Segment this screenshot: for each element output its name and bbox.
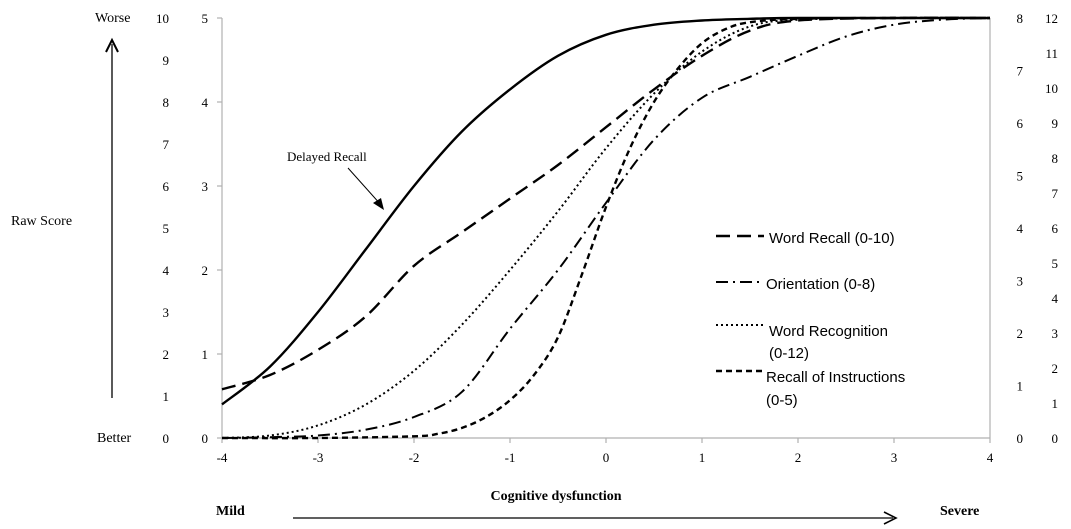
scale-tick-label: 4 xyxy=(163,263,170,278)
y-tick-label: 5 xyxy=(202,11,209,26)
scale-tick-label: 6 xyxy=(1052,221,1059,236)
x-tick-label: -3 xyxy=(313,450,324,465)
legend-label: Word Recognition xyxy=(769,323,888,340)
scale-tick-label: 8 xyxy=(1052,151,1059,166)
x-tick-label: 4 xyxy=(987,450,994,465)
y-tick-label: 1 xyxy=(202,347,209,362)
scale-tick-label: 2 xyxy=(1052,361,1059,376)
legend-label: (0-5) xyxy=(766,392,798,409)
series-line-word-recall xyxy=(221,16,991,391)
x-tick-label: -2 xyxy=(409,450,420,465)
better-label: Better xyxy=(97,431,132,446)
scale-tick-label: 5 xyxy=(1017,169,1024,184)
scale-tick-label: 9 xyxy=(1052,116,1059,131)
legend-label: Word Recall (0-10) xyxy=(769,230,895,247)
severe-label: Severe xyxy=(940,504,979,519)
scale-tick-label: 3 xyxy=(163,305,170,320)
scale-tick-label: 7 xyxy=(1017,64,1024,79)
y-tick-label: 0 xyxy=(202,431,209,446)
scale-tick-label: 7 xyxy=(163,137,170,152)
legend: Word Recall (0-10) Orientation (0-8) Word … xyxy=(716,230,905,409)
x-tick-label: -1 xyxy=(505,450,516,465)
legend-label: Recall of Instructions xyxy=(766,369,905,386)
scale-tick-label: 3 xyxy=(1017,274,1024,289)
scale-tick-label: 10 xyxy=(1045,81,1058,96)
scale-tick-label: 3 xyxy=(1052,326,1059,341)
delayed-recall-annotation: Delayed Recall xyxy=(287,149,367,164)
x-tick-label: 3 xyxy=(891,450,898,465)
scale-tick-label: 2 xyxy=(1017,326,1024,341)
scale-tick-label: 6 xyxy=(1017,116,1024,131)
x-tick-label: 0 xyxy=(603,450,610,465)
scale-tick-label: 9 xyxy=(163,53,170,68)
arrowhead-right-icon xyxy=(883,511,898,525)
y-tick-label: 3 xyxy=(202,179,209,194)
series-layer xyxy=(221,16,991,440)
legend-label: Orientation (0-8) xyxy=(766,276,875,293)
scale-tick-label: 6 xyxy=(163,179,170,194)
scale-tick-label: 8 xyxy=(163,95,170,110)
series-line-recall-of-instructions xyxy=(221,16,991,440)
x-tick-label: 1 xyxy=(699,450,706,465)
axes-layer xyxy=(105,17,991,525)
legend-label: (0-12) xyxy=(769,345,809,362)
x-tick-label: 2 xyxy=(795,450,802,465)
x-tick-label: -4 xyxy=(217,450,228,465)
worse-label: Worse xyxy=(95,11,130,26)
series-line-delayed-recall xyxy=(221,16,990,406)
scale-tick-label: 4 xyxy=(1017,221,1024,236)
scale-tick-label: 7 xyxy=(1052,186,1059,201)
series-line-orientation xyxy=(221,17,991,439)
scale-tick-label: 2 xyxy=(163,347,170,362)
scale-tick-label: 1 xyxy=(163,389,170,404)
scale-tick-label: 5 xyxy=(1052,256,1059,271)
scale-tick-label: 1 xyxy=(1017,379,1024,394)
raw-score-label: Raw Score xyxy=(11,214,72,229)
scale-tick-label: 10 xyxy=(156,11,169,26)
y-tick-label: 2 xyxy=(202,263,209,278)
scale-tick-label: 4 xyxy=(1052,291,1059,306)
scale-tick-label: 0 xyxy=(1052,431,1059,446)
mild-label: Mild xyxy=(216,504,245,519)
annotation-pointer xyxy=(347,167,383,207)
labels-layer: -4 -3 -2 -1 0 1 2 3 4012345012345678910012345678… xyxy=(11,11,1059,519)
scale-tick-label: 8 xyxy=(1017,11,1024,26)
scale-tick-label: 5 xyxy=(163,221,170,236)
x-axis-title: Cognitive dysfunction xyxy=(490,489,621,504)
series-line-word-recognition xyxy=(221,16,991,439)
scale-tick-label: 11 xyxy=(1045,46,1058,61)
scale-tick-label: 0 xyxy=(1017,431,1024,446)
annotation-arrowhead-icon xyxy=(373,198,384,210)
scale-tick-label: 0 xyxy=(163,431,170,446)
scale-tick-label: 1 xyxy=(1052,396,1059,411)
arrowhead-up-icon xyxy=(105,37,119,53)
scale-tick-label: 12 xyxy=(1045,11,1058,26)
y-tick-label: 4 xyxy=(202,95,209,110)
